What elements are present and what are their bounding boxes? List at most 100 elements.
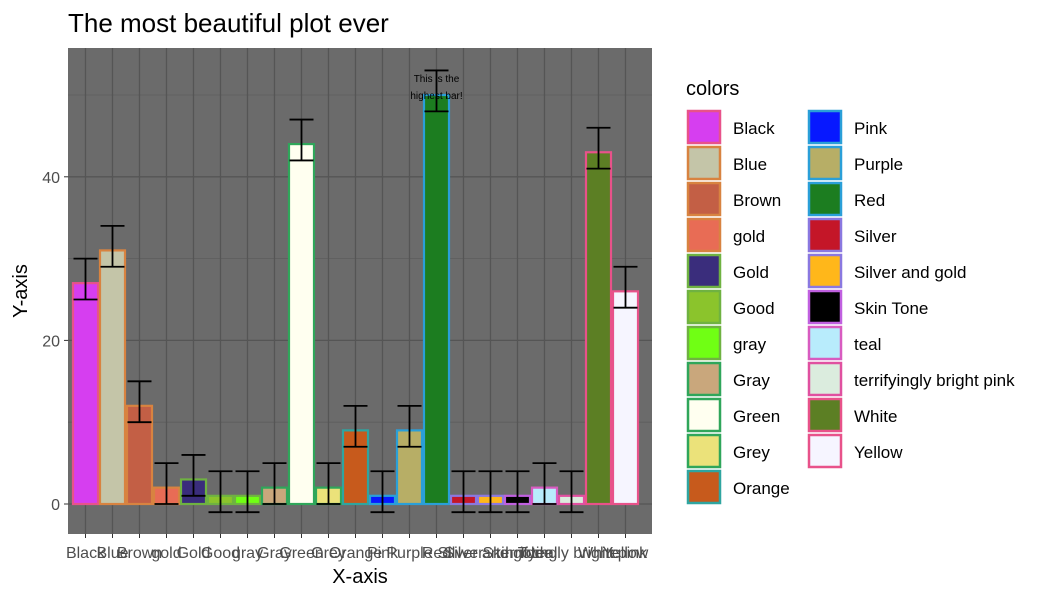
- legend: colors Black Blue Brown gold Gold Good gray Gra…: [686, 78, 1015, 505]
- legend-item: gold: [686, 217, 765, 253]
- x-tick-label: Silver: [443, 545, 484, 562]
- legend-label: Gold: [733, 263, 769, 282]
- legend-item: Yellow: [807, 433, 903, 469]
- annotation-text: This is the: [414, 74, 460, 85]
- legend-item: Black: [686, 109, 775, 145]
- x-tick-label: Red: [422, 545, 451, 562]
- y-axis: 0 20 40: [42, 170, 68, 514]
- bar: [71, 282, 100, 506]
- legend-key: [686, 181, 722, 217]
- legend-label: teal: [854, 335, 881, 354]
- legend-label: White: [854, 407, 897, 426]
- error-bar: [505, 470, 530, 514]
- bar: [98, 249, 127, 506]
- legend-item: Brown: [686, 181, 781, 217]
- legend-item: Orange: [686, 469, 790, 505]
- bar: [422, 93, 451, 506]
- legend-label: Pink: [854, 119, 888, 138]
- legend-key: [807, 325, 843, 361]
- legend-label: Green: [733, 407, 780, 426]
- error-bar: [208, 470, 233, 514]
- legend-key: [807, 109, 843, 145]
- error-bar: [559, 470, 584, 514]
- annotation-text: highest bar!: [410, 91, 462, 102]
- legend-key: [686, 397, 722, 433]
- legend-title: colors: [686, 78, 739, 100]
- legend-key: [686, 469, 722, 505]
- x-tick-label: Good: [201, 545, 240, 562]
- legend-key: [686, 217, 722, 253]
- legend-item: Silver and gold: [807, 253, 966, 289]
- legend-key: [807, 397, 843, 433]
- legend-label: Black: [733, 119, 775, 138]
- error-bar: [397, 404, 422, 448]
- error-bar: [289, 118, 314, 162]
- legend-item: Blue: [686, 145, 767, 181]
- x-tick-label: Gold: [177, 545, 211, 562]
- legend-key: [807, 145, 843, 181]
- error-bar: [478, 470, 503, 514]
- legend-key: [686, 433, 722, 469]
- legend-key: [686, 253, 722, 289]
- x-tick-label: Skin Tone: [483, 545, 553, 562]
- legend-key: [686, 145, 722, 181]
- legend-item: Green: [686, 397, 780, 433]
- error-bar: [100, 224, 125, 268]
- y-tick-label: 20: [42, 333, 60, 350]
- legend-label: Grey: [733, 443, 770, 462]
- legend-label: Yellow: [854, 443, 903, 462]
- legend-item: Red: [807, 181, 885, 217]
- legend-item: Skin Tone: [807, 289, 928, 325]
- error-bar: [73, 257, 98, 301]
- x-tick-label: Grey: [311, 545, 346, 562]
- legend-label: Purple: [854, 155, 903, 174]
- x-tick-label: gold: [151, 545, 181, 562]
- error-bars: [73, 69, 638, 514]
- error-bar: [532, 462, 557, 505]
- x-axis: BlackBlueBrowngoldGoldGoodgrayGrayGreenG…: [66, 534, 649, 562]
- legend-key: [807, 361, 843, 397]
- legend-item: Good: [686, 289, 775, 325]
- y-axis-label: Y-axis: [10, 264, 32, 318]
- x-tick-label: Brown: [117, 545, 162, 562]
- legend-label: Good: [733, 299, 775, 318]
- error-bar: [343, 404, 368, 448]
- x-tick-label: White: [578, 545, 619, 562]
- x-tick-label: terrifyingly bright pink: [496, 545, 648, 562]
- legend-label: gray: [733, 335, 767, 354]
- error-bar: [586, 126, 611, 170]
- legend-label: gold: [733, 227, 765, 246]
- error-bar: [370, 470, 395, 514]
- error-bar: [127, 380, 152, 424]
- error-bar: [424, 69, 449, 113]
- legend-label: Red: [854, 191, 885, 210]
- legend-key: [686, 289, 722, 325]
- x-tick-label: Blue: [96, 545, 128, 562]
- legend-label: Blue: [733, 155, 767, 174]
- annotation: This is the highest bar!: [410, 74, 462, 102]
- legend-key: [807, 217, 843, 253]
- x-axis-label: X-axis: [332, 566, 388, 588]
- x-tick-label: Gray: [257, 545, 292, 562]
- x-tick-label: Silver and gold: [438, 545, 544, 562]
- chart-title: The most beautiful plot ever: [68, 8, 389, 38]
- legend-label: Silver and gold: [854, 263, 966, 282]
- legend-item: Grey: [686, 433, 770, 469]
- legend-item: Gray: [686, 361, 770, 397]
- error-bar: [613, 265, 638, 309]
- legend-item: Purple: [807, 145, 903, 181]
- legend-item: teal: [807, 325, 881, 361]
- legend-label: Gray: [733, 371, 770, 390]
- legend-key: [686, 361, 722, 397]
- legend-key: [686, 325, 722, 361]
- legend-key: [686, 109, 722, 145]
- legend-item: Pink: [807, 109, 888, 145]
- legend-key: [807, 289, 843, 325]
- legend-item: gray: [686, 325, 767, 361]
- legend-item: terrifyingly bright pink: [807, 361, 1015, 397]
- error-bar: [262, 462, 287, 505]
- legend-label: Orange: [733, 479, 790, 498]
- legend-item: Silver: [807, 217, 897, 253]
